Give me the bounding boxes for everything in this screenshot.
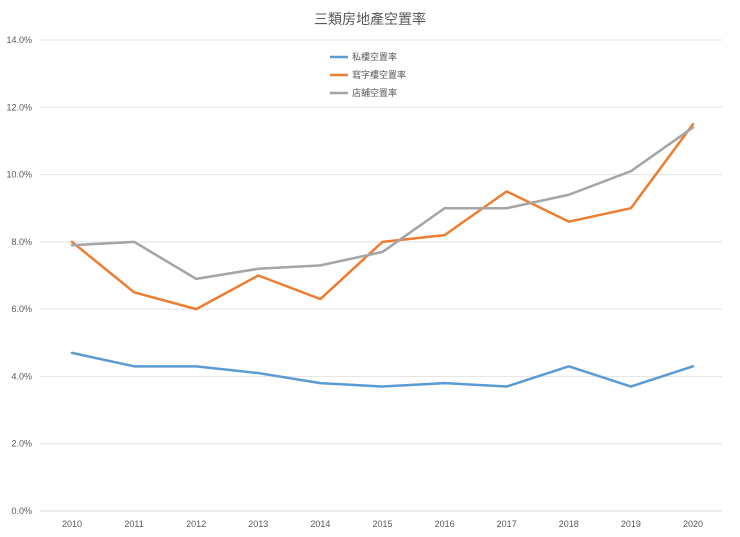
y-axis: 0.0% 2.0% 4.0% 6.0% 8.0% 10.0% 12.0% 14.0% [6,35,32,516]
y-tick-label: 2.0% [11,439,32,449]
x-tick-label: 2014 [310,519,330,529]
x-tick-label: 2019 [621,519,641,529]
series-line-0 [70,351,695,388]
y-tick-label: 6.0% [11,304,32,314]
x-tick-label: 2015 [372,519,392,529]
legend-label-0: 私樓空置率 [352,51,397,63]
y-tick-label: 4.0% [11,371,32,381]
x-tick-label: 2011 [124,519,143,529]
x-tick-label: 2012 [186,519,206,529]
series-lines [70,122,695,388]
y-tick-label: 12.0% [6,102,32,112]
y-tick-label: 14.0% [6,35,32,45]
series-line-1 [70,122,695,311]
legend-label-2: 店舖空置率 [352,87,397,99]
x-tick-label: 2010 [62,519,82,529]
x-tick-label: 2013 [248,519,268,529]
x-tick-label: 2017 [497,519,517,529]
gridlines [40,39,722,512]
y-tick-label: 8.0% [11,237,32,247]
y-tick-label: 0.0% [11,506,32,516]
x-tick-label: 2016 [435,519,455,529]
legend-label-1: 寫字樓空置率 [352,69,406,81]
y-tick-label: 10.0% [6,170,32,180]
x-tick-label: 2018 [559,519,579,529]
series-line-2 [70,126,695,281]
x-axis: 2010 2011 2012 2013 2014 2015 2016 2017 2018 2019… [62,519,703,529]
x-tick-label: 2020 [683,519,703,529]
chart-title: 三類房地產空置率 [314,11,426,28]
